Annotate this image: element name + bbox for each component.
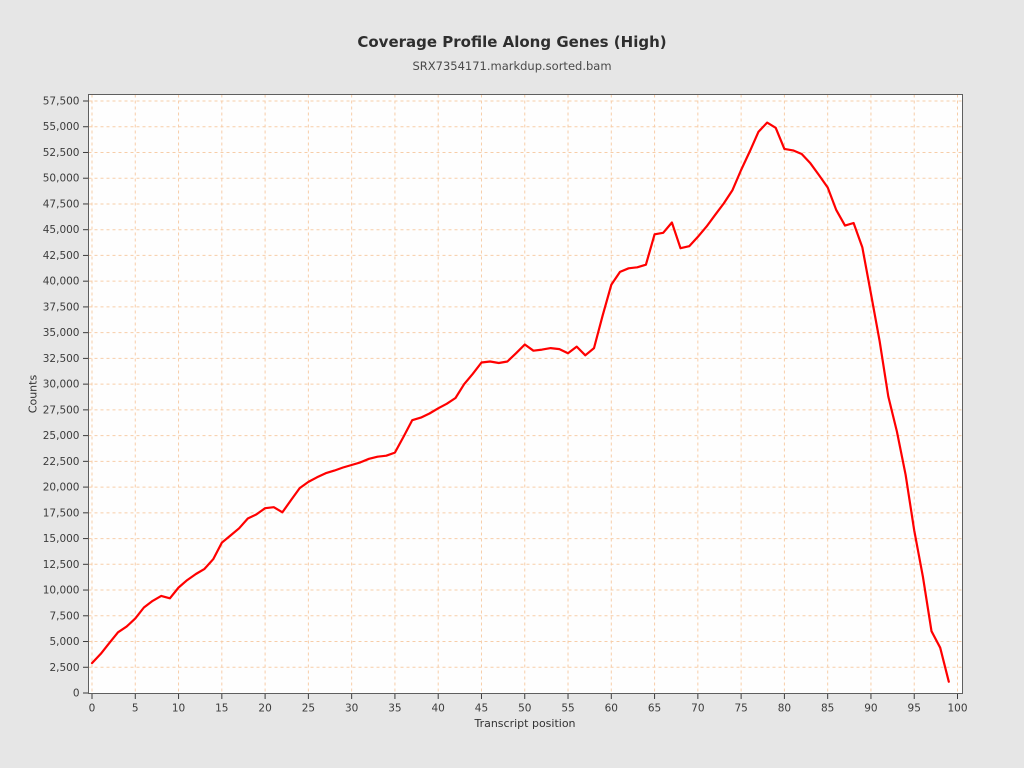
y-tick-label: 37,500 [43, 301, 80, 313]
x-tick-label: 0 [89, 703, 96, 715]
x-tick-label: 20 [258, 703, 271, 715]
y-tick-label: 5,000 [49, 636, 79, 648]
x-tick-label: 15 [215, 703, 228, 715]
x-tick-label: 40 [432, 703, 445, 715]
x-tick-label: 30 [345, 703, 358, 715]
chart-title: Coverage Profile Along Genes (High) [357, 33, 667, 51]
x-tick-label: 5 [132, 703, 139, 715]
y-tick-label: 57,500 [43, 96, 80, 108]
coverage-series-line [90, 121, 950, 683]
y-tick-labels: 0 2,500 5,000 7,500 10,000 12,500 15,000 17,500… [43, 96, 80, 700]
y-grid-lines [88, 100, 963, 668]
y-tick-label: 42,500 [43, 250, 80, 262]
y-tick-label: 30,000 [43, 379, 80, 391]
x-tick-label: 55 [561, 703, 574, 715]
x-tick-label: 95 [908, 703, 921, 715]
y-tick-label: 20,000 [43, 482, 80, 494]
y-axis-title: Counts [26, 374, 40, 414]
x-tick-label: 70 [691, 703, 704, 715]
y-tick-label: 45,000 [43, 224, 80, 236]
x-axis-ticks [91, 694, 958, 699]
x-tick-label: 50 [518, 703, 531, 715]
x-grid-lines [91, 94, 958, 694]
y-tick-label: 27,500 [43, 404, 80, 416]
x-tick-label: 75 [734, 703, 747, 715]
chart-subtitle: SRX7354171.markdup.sorted.bam [412, 59, 612, 73]
y-tick-label: 40,000 [43, 276, 80, 288]
y-axis-ticks [83, 100, 88, 694]
y-tick-label: 32,500 [43, 353, 80, 365]
x-tick-label: 85 [821, 703, 834, 715]
y-tick-label: 47,500 [43, 198, 80, 210]
x-axis-title: Transcript position [474, 717, 576, 730]
x-tick-label: 35 [388, 703, 401, 715]
x-tick-label: 25 [302, 703, 315, 715]
x-tick-label: 45 [475, 703, 488, 715]
y-tick-label: 15,000 [43, 533, 80, 545]
y-tick-label: 55,000 [43, 121, 80, 133]
x-tick-labels: 0 5 10 15 20 25 30 35 40 45 50 55 60 65 70 75 80 85 90 95 10… [89, 703, 968, 715]
x-tick-label: 65 [648, 703, 661, 715]
x-tick-label: 100 [947, 703, 967, 715]
y-tick-label: 7,500 [49, 610, 79, 622]
x-tick-label: 80 [778, 703, 791, 715]
y-tick-label: 12,500 [43, 559, 80, 571]
y-tick-label: 10,000 [43, 585, 80, 597]
y-tick-label: 25,000 [43, 430, 80, 442]
y-tick-label: 22,500 [43, 456, 80, 468]
y-tick-label: 0 [73, 688, 80, 700]
y-tick-label: 2,500 [49, 662, 79, 674]
y-tick-label: 50,000 [43, 173, 80, 185]
x-tick-label: 90 [864, 703, 877, 715]
y-tick-label: 35,000 [43, 327, 80, 339]
y-tick-label: 52,500 [43, 147, 80, 159]
y-tick-label: 17,500 [43, 507, 80, 519]
x-tick-label: 10 [172, 703, 185, 715]
plot-area [88, 94, 963, 694]
x-tick-label: 60 [605, 703, 618, 715]
plot-border [88, 94, 963, 694]
